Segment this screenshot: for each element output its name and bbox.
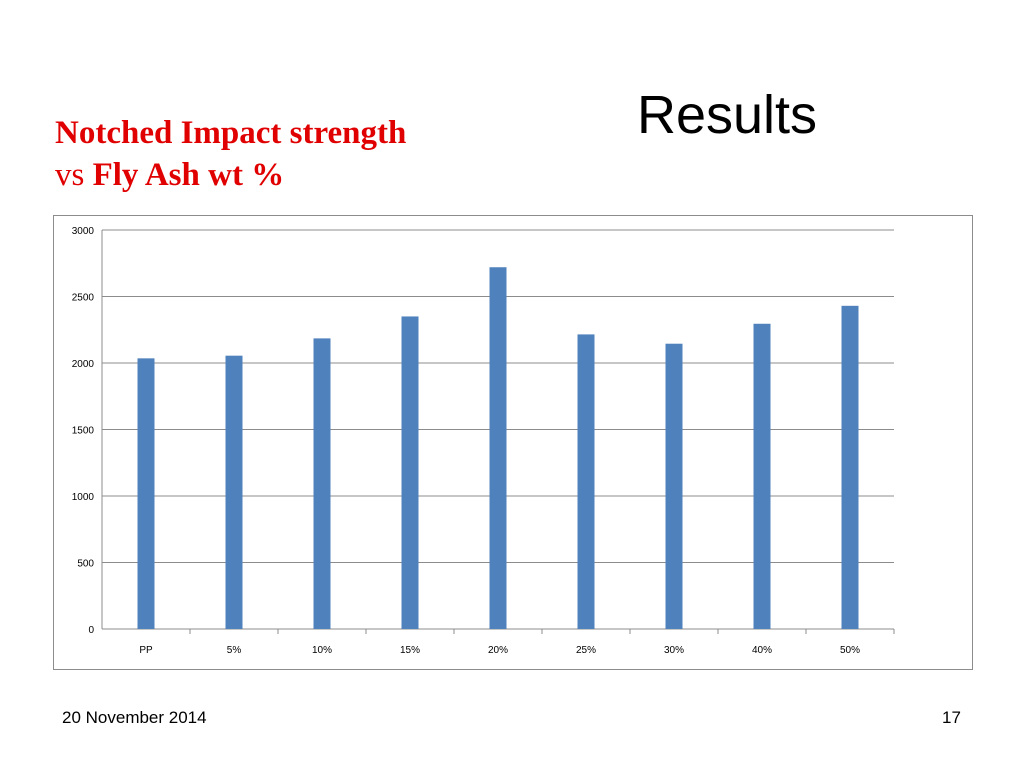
bar — [137, 358, 155, 629]
x-tick-label: 15% — [400, 645, 420, 656]
bar — [313, 338, 331, 629]
subtitle-vs: vs — [55, 157, 85, 193]
y-tick-label: 1000 — [72, 492, 95, 503]
x-tick-label: 20% — [488, 645, 508, 656]
subtitle-part2: Fly Ash wt % — [92, 157, 285, 193]
bar — [753, 323, 771, 629]
x-tick-label: PP — [139, 645, 153, 656]
x-tick-label: 10% — [312, 645, 332, 656]
y-tick-label: 2500 — [72, 293, 95, 304]
chart-frame: 0 500 1000 1500 2000 2500 3000 PP 5% 10% 15% 20% 25%… — [53, 215, 973, 670]
subtitle-part1: Notched Impact strength — [55, 115, 407, 151]
footer-date: 20 November 2014 — [62, 708, 207, 727]
bar-chart: 0 500 1000 1500 2000 2500 3000 PP 5% 10% 15% 20% 25%… — [72, 226, 895, 656]
page-number: 17 — [942, 708, 961, 727]
slide-title: Results — [637, 85, 818, 145]
y-tick-label: 1500 — [72, 426, 95, 437]
bar — [841, 305, 859, 629]
bar — [489, 267, 507, 629]
y-tick-label: 500 — [77, 559, 94, 570]
x-tick-label: 30% — [664, 645, 684, 656]
bar — [577, 334, 595, 629]
y-tick-label: 0 — [88, 625, 94, 636]
bar — [401, 316, 419, 629]
chart-subtitle: Notched Impact strength vs Fly Ash wt % — [55, 112, 406, 196]
x-tick-label: 25% — [576, 645, 596, 656]
x-tick-label: 5% — [227, 645, 242, 656]
x-tick-label: 40% — [752, 645, 772, 656]
y-tick-label: 3000 — [72, 226, 95, 237]
y-tick-label: 2000 — [72, 359, 95, 370]
bar — [665, 343, 683, 629]
bar — [225, 355, 243, 629]
x-tick-label: 50% — [840, 645, 860, 656]
